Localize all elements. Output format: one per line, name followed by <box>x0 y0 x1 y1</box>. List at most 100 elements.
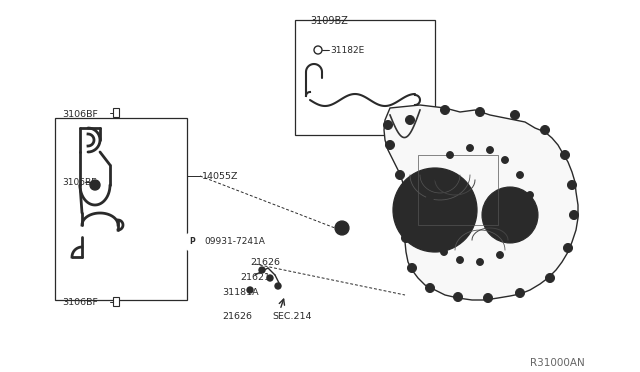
Polygon shape <box>384 105 578 300</box>
Text: 09931-7241A: 09931-7241A <box>204 237 265 246</box>
Circle shape <box>467 144 474 151</box>
Circle shape <box>90 180 100 190</box>
Circle shape <box>388 144 392 147</box>
Circle shape <box>543 128 547 131</box>
Bar <box>113 108 119 117</box>
Circle shape <box>489 149 492 151</box>
Circle shape <box>525 215 531 221</box>
Circle shape <box>393 168 477 252</box>
Circle shape <box>527 192 534 199</box>
Text: 14055Z: 14055Z <box>202 172 239 181</box>
Circle shape <box>424 217 431 224</box>
Circle shape <box>267 275 273 281</box>
Circle shape <box>456 295 460 298</box>
Circle shape <box>410 266 413 269</box>
Circle shape <box>515 234 522 241</box>
Text: 31181A: 31181A <box>222 288 259 297</box>
Circle shape <box>406 115 415 125</box>
Circle shape <box>541 125 550 135</box>
Text: 31182E: 31182E <box>330 46 364 55</box>
Circle shape <box>548 276 552 279</box>
Circle shape <box>497 251 504 259</box>
Circle shape <box>440 106 449 115</box>
Circle shape <box>476 108 484 116</box>
Text: 3106BF: 3106BF <box>62 110 98 119</box>
Circle shape <box>519 174 521 176</box>
Circle shape <box>427 202 443 218</box>
Text: R31000AN: R31000AN <box>530 358 585 368</box>
Circle shape <box>387 124 390 126</box>
Circle shape <box>573 214 575 217</box>
Circle shape <box>408 119 412 122</box>
Circle shape <box>429 286 431 289</box>
Circle shape <box>435 174 442 182</box>
Text: 21626: 21626 <box>222 312 252 321</box>
Circle shape <box>486 296 490 299</box>
Bar <box>113 297 119 306</box>
Circle shape <box>443 251 445 253</box>
Circle shape <box>259 267 265 273</box>
Text: P: P <box>189 237 195 247</box>
Circle shape <box>504 159 506 161</box>
Circle shape <box>440 248 447 256</box>
Circle shape <box>561 151 570 160</box>
Circle shape <box>515 289 525 298</box>
Circle shape <box>383 121 392 129</box>
Circle shape <box>426 195 433 202</box>
Circle shape <box>518 292 522 295</box>
Circle shape <box>570 183 573 186</box>
Circle shape <box>568 180 577 189</box>
Circle shape <box>399 173 401 176</box>
Circle shape <box>427 219 429 221</box>
Circle shape <box>449 154 451 156</box>
Circle shape <box>511 110 520 119</box>
Circle shape <box>406 208 410 212</box>
Text: SEC.214: SEC.214 <box>272 312 312 321</box>
Circle shape <box>405 180 465 240</box>
Circle shape <box>247 287 253 293</box>
Circle shape <box>401 234 410 243</box>
Circle shape <box>502 157 509 164</box>
Text: 21626: 21626 <box>250 258 280 267</box>
Circle shape <box>477 259 483 266</box>
Circle shape <box>482 187 538 243</box>
Circle shape <box>516 171 524 179</box>
Text: 3109BZ: 3109BZ <box>310 16 348 26</box>
Circle shape <box>459 259 461 261</box>
Bar <box>55 118 187 300</box>
Circle shape <box>385 141 394 150</box>
Circle shape <box>563 154 566 157</box>
Circle shape <box>513 113 516 116</box>
Text: 3106BF: 3106BF <box>62 298 98 307</box>
Circle shape <box>183 233 201 251</box>
Circle shape <box>545 273 554 282</box>
Circle shape <box>429 234 435 241</box>
Bar <box>295 20 435 135</box>
Circle shape <box>492 197 528 233</box>
Circle shape <box>456 257 463 263</box>
Circle shape <box>408 263 417 273</box>
Circle shape <box>468 147 471 149</box>
Circle shape <box>444 109 447 112</box>
Circle shape <box>396 170 404 180</box>
Circle shape <box>335 221 349 235</box>
Circle shape <box>527 217 529 219</box>
Text: 3106BE: 3106BE <box>62 178 97 187</box>
Circle shape <box>426 283 435 292</box>
Circle shape <box>429 197 431 199</box>
Circle shape <box>447 151 454 158</box>
Circle shape <box>431 237 433 239</box>
Circle shape <box>563 244 573 253</box>
Circle shape <box>275 283 281 289</box>
Circle shape <box>483 294 493 302</box>
Circle shape <box>499 254 501 256</box>
Circle shape <box>454 292 463 301</box>
Circle shape <box>517 237 519 239</box>
Circle shape <box>479 110 481 113</box>
Circle shape <box>417 192 453 228</box>
Circle shape <box>436 177 439 179</box>
Circle shape <box>566 247 570 250</box>
Circle shape <box>486 147 493 154</box>
Circle shape <box>529 194 531 196</box>
Circle shape <box>339 225 345 231</box>
